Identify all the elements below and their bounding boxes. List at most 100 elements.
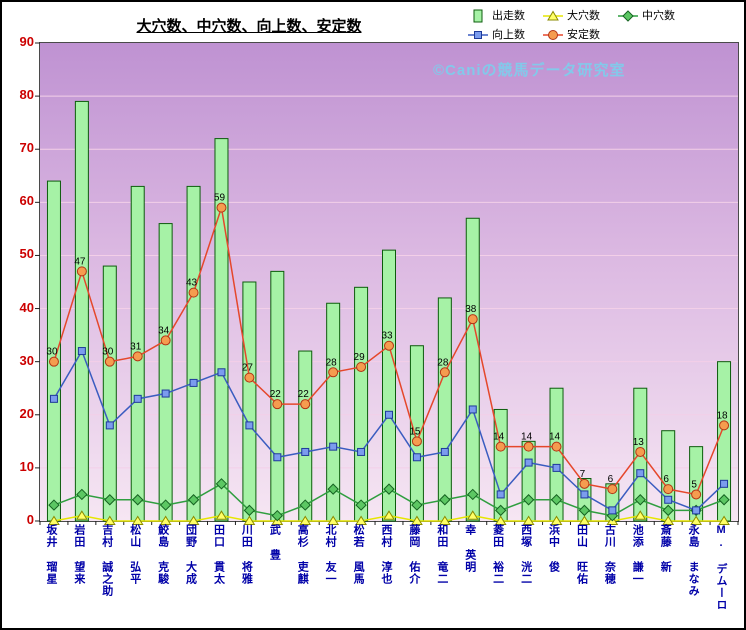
diamond-marker-icon bbox=[522, 494, 535, 506]
circle-marker-icon bbox=[216, 202, 227, 213]
circle-marker-icon bbox=[104, 356, 115, 367]
x-axis-label: 高杉 吏麒 bbox=[296, 524, 309, 585]
circle-marker-icon bbox=[439, 367, 450, 378]
bar-starts bbox=[465, 217, 480, 522]
data-label: 33 bbox=[381, 331, 393, 342]
circle-marker-icon bbox=[495, 441, 506, 452]
square-marker-icon bbox=[496, 490, 505, 499]
circle-marker-icon bbox=[160, 335, 171, 346]
triangle-marker-icon bbox=[243, 515, 256, 525]
diamond-marker-icon bbox=[662, 504, 674, 517]
triangle-marker-icon bbox=[578, 515, 591, 525]
diamond-marker-icon bbox=[550, 494, 563, 506]
square-marker-icon bbox=[133, 394, 142, 403]
data-label: 14 bbox=[549, 432, 561, 443]
x-axis-label: 川田 将雅 bbox=[240, 524, 253, 585]
data-label: 22 bbox=[270, 389, 282, 400]
x-axis-label: 斎藤 新 bbox=[659, 524, 672, 573]
bar-starts bbox=[521, 440, 536, 522]
x-axis-label: 田山 旺佑 bbox=[575, 524, 588, 585]
data-label: 6 bbox=[663, 474, 669, 485]
y-axis-label: 20 bbox=[19, 405, 34, 421]
bar-starts bbox=[158, 223, 173, 522]
x-axis-label: 永島 まなみ bbox=[687, 524, 700, 597]
diamond-marker-icon bbox=[411, 499, 423, 511]
triangle-marker-icon bbox=[48, 515, 60, 525]
legend-item-midshot: 中穴数 bbox=[618, 8, 675, 24]
square-marker-icon bbox=[105, 421, 114, 430]
data-label: 14 bbox=[493, 432, 505, 443]
circle-marker-icon bbox=[328, 367, 339, 378]
legend-label-midshot: 中穴数 bbox=[642, 9, 675, 22]
x-axis-label: 池添 謙一 bbox=[631, 524, 644, 585]
x-axis-label: 吉村 誠之助 bbox=[100, 524, 113, 597]
square-marker-icon bbox=[77, 347, 86, 356]
x-axis-label: 古川 奈穂 bbox=[603, 524, 616, 585]
x-axis-label: 藤岡 佑介 bbox=[407, 524, 420, 585]
diamond-marker-icon bbox=[634, 494, 646, 506]
circle-marker-icon bbox=[551, 441, 562, 452]
data-label: 14 bbox=[521, 432, 533, 443]
square-marker-icon bbox=[273, 453, 282, 462]
square-marker-icon bbox=[412, 453, 421, 462]
diamond-marker-icon bbox=[215, 478, 228, 490]
y-axis-label: 70 bbox=[19, 140, 34, 156]
circle-marker-icon bbox=[76, 266, 87, 277]
legend-item-improve: 向上数 bbox=[468, 27, 525, 43]
data-label: 15 bbox=[409, 426, 421, 437]
circle-marker-icon bbox=[188, 287, 199, 298]
data-label: 47 bbox=[74, 256, 86, 267]
x-axis-label: 西村 淳也 bbox=[380, 524, 392, 585]
square-marker-icon bbox=[664, 495, 673, 504]
triangle-marker-icon bbox=[103, 515, 116, 525]
triangle-marker-icon bbox=[438, 515, 451, 525]
y-axis-label: 90 bbox=[19, 34, 34, 49]
square-marker-icon bbox=[161, 389, 170, 398]
data-label: 31 bbox=[130, 341, 142, 352]
circle-marker-icon bbox=[607, 484, 618, 495]
bar-starts bbox=[186, 185, 201, 522]
bar-starts bbox=[354, 286, 369, 522]
circle-marker-icon bbox=[663, 484, 674, 495]
triangle-marker-icon bbox=[466, 510, 479, 520]
circle-marker-icon bbox=[523, 441, 534, 452]
bar-starts bbox=[74, 100, 89, 522]
data-label: 13 bbox=[633, 437, 645, 448]
diamond-marker-icon bbox=[618, 10, 638, 22]
diamond-marker-icon bbox=[578, 504, 591, 517]
circle-marker-icon bbox=[244, 372, 255, 383]
triangle-marker-icon bbox=[718, 515, 730, 525]
diamond-marker-icon bbox=[383, 483, 395, 495]
triangle-marker-icon bbox=[355, 515, 367, 525]
triangle-marker-icon bbox=[522, 515, 535, 525]
legend-item-stable: 安定数 bbox=[543, 27, 600, 43]
x-axis-label: 西塚 洸二 bbox=[519, 524, 532, 585]
data-label: 28 bbox=[326, 357, 338, 368]
chart-title: 大穴数、中穴数、向上数、安定数 bbox=[136, 18, 362, 35]
diamond-marker-icon bbox=[355, 499, 367, 511]
y-axis-label: 60 bbox=[19, 193, 34, 209]
y-axis-label: 10 bbox=[19, 458, 34, 474]
bar-starts bbox=[437, 297, 452, 522]
legend-label-improve: 向上数 bbox=[492, 28, 525, 41]
triangle-marker-icon bbox=[383, 510, 395, 520]
x-axis-label: 菱田 裕二 bbox=[491, 524, 504, 585]
x-axis-label: 和田 竜二 bbox=[435, 524, 448, 585]
triangle-marker-icon bbox=[327, 515, 340, 525]
x-axis-label: 松若 風馬 bbox=[352, 524, 365, 585]
data-label: 5 bbox=[691, 479, 697, 490]
x-axis-label: 武 豊 bbox=[268, 524, 281, 561]
data-label: 6 bbox=[608, 474, 614, 485]
legend-item-starts: 出走数 bbox=[468, 8, 525, 24]
triangle-marker-icon bbox=[75, 510, 88, 520]
x-axis-label: 岩田 望来 bbox=[72, 524, 85, 585]
data-label: 38 bbox=[465, 304, 477, 315]
square-marker-icon bbox=[49, 394, 58, 403]
square-marker-icon bbox=[217, 368, 226, 377]
diamond-marker-icon bbox=[718, 494, 730, 506]
legend-label-longshot: 大穴数 bbox=[567, 9, 600, 22]
diamond-marker-icon bbox=[132, 494, 144, 506]
triangle-marker-icon bbox=[299, 515, 312, 525]
square-marker-icon bbox=[189, 378, 198, 387]
